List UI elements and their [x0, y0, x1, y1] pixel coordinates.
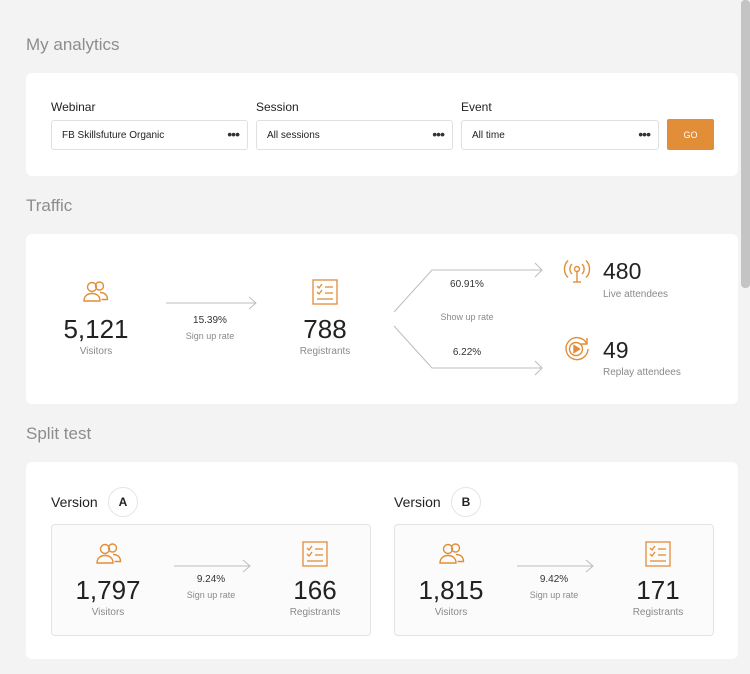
traffic-live-value: 480 [603, 258, 642, 284]
webinar-select[interactable]: FB Skillsfuture Organic ••• [51, 120, 248, 150]
arrow-right-icon [166, 296, 257, 310]
replay-icon [565, 336, 589, 361]
users-icon [439, 543, 465, 564]
filter-card: Webinar FB Skillsfuture Organic ••• Sess… [26, 73, 738, 176]
event-label: Event [461, 100, 492, 114]
version-b-label: Version [394, 494, 441, 510]
webinar-label: Webinar [51, 100, 96, 114]
show-up-arrows-icon [393, 262, 543, 376]
split-test-title: Split test [26, 424, 92, 443]
traffic-live-pct: 60.91% [450, 279, 484, 290]
traffic-card: 5,121 Visitors 15.39% Sign up rate 788 R… [26, 234, 738, 404]
users-icon [96, 543, 122, 564]
version-b-registrants-value: 171 [636, 575, 680, 605]
traffic-signup-label: Sign up rate [185, 331, 235, 341]
version-a-signup-label: Sign up rate [186, 590, 236, 600]
page-scrollbar[interactable] [741, 0, 750, 288]
version-b-visitors-value: 1,815 [418, 575, 484, 605]
traffic-showup-label: Show up rate [440, 312, 494, 322]
version-a-registrants-value: 166 [293, 575, 337, 605]
traffic-visitors-label: Visitors [79, 346, 113, 357]
more-icon: ••• [432, 126, 445, 142]
traffic-live-label: Live attendees [603, 289, 669, 300]
version-a-registrants-label: Registrants [289, 607, 341, 618]
traffic-title: Traffic [26, 196, 73, 215]
users-icon [83, 281, 109, 302]
version-a-signup-pct: 9.24% [196, 574, 226, 585]
event-select[interactable]: All time ••• [461, 120, 659, 150]
go-button[interactable]: GO [667, 119, 714, 150]
broadcast-icon [563, 260, 591, 283]
page-title: My analytics [26, 35, 120, 54]
version-a-label: Version [51, 494, 98, 510]
traffic-visitors-value: 5,121 [63, 314, 129, 344]
traffic-registrants-value: 788 [303, 314, 347, 344]
event-select-value: All time [472, 130, 505, 141]
version-b-signup-pct: 9.42% [539, 574, 569, 585]
version-b-badge: B [451, 487, 481, 517]
traffic-replay-label: Replay attendees [603, 367, 681, 378]
traffic-signup-pct: 15.39% [193, 315, 227, 326]
arrow-right-icon [517, 559, 594, 573]
session-select[interactable]: All sessions ••• [256, 120, 453, 150]
session-select-value: All sessions [267, 130, 320, 141]
version-b-box: 1,815 Visitors 9.42% Sign up rate 171 Re… [394, 524, 714, 636]
session-label: Session [256, 100, 299, 114]
version-b-registrants-label: Registrants [632, 607, 684, 618]
checklist-icon [645, 541, 671, 567]
version-a-box: 1,797 Visitors 9.24% Sign up rate 166 Re… [51, 524, 371, 636]
traffic-registrants-label: Registrants [299, 346, 351, 357]
version-a-visitors-value: 1,797 [75, 575, 141, 605]
arrow-right-icon [174, 559, 251, 573]
version-a-visitors-label: Visitors [91, 607, 125, 618]
checklist-icon [312, 279, 338, 305]
webinar-select-value: FB Skillsfuture Organic [62, 130, 165, 141]
split-test-card: Version A 1,797 Visitors 9.24% Sign up r… [26, 462, 738, 659]
version-b-visitors-label: Visitors [434, 607, 468, 618]
version-a-badge: A [108, 487, 138, 517]
traffic-replay-pct: 6.22% [452, 347, 482, 358]
traffic-replay-value: 49 [603, 337, 629, 363]
more-icon: ••• [638, 126, 651, 142]
more-icon: ••• [227, 126, 240, 142]
checklist-icon [302, 541, 328, 567]
version-b-signup-label: Sign up rate [529, 590, 579, 600]
